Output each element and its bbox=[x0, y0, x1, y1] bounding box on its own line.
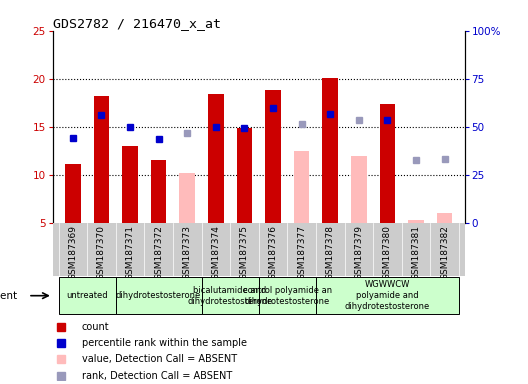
FancyBboxPatch shape bbox=[259, 277, 316, 314]
FancyBboxPatch shape bbox=[116, 277, 202, 314]
Text: GSM187369: GSM187369 bbox=[68, 225, 77, 280]
Text: GSM187371: GSM187371 bbox=[126, 225, 135, 280]
Text: value, Detection Call = ABSENT: value, Detection Call = ABSENT bbox=[82, 354, 237, 364]
Text: GSM187377: GSM187377 bbox=[297, 225, 306, 280]
Bar bbox=[65, 164, 81, 223]
Text: percentile rank within the sample: percentile rank within the sample bbox=[82, 338, 247, 348]
Text: GSM187380: GSM187380 bbox=[383, 225, 392, 280]
Text: GSM187381: GSM187381 bbox=[411, 225, 420, 280]
Bar bbox=[93, 96, 109, 223]
Text: GSM187382: GSM187382 bbox=[440, 225, 449, 280]
Bar bbox=[294, 151, 309, 223]
Text: GSM187376: GSM187376 bbox=[269, 225, 278, 280]
FancyBboxPatch shape bbox=[59, 277, 116, 314]
Text: GSM187370: GSM187370 bbox=[97, 225, 106, 280]
Bar bbox=[151, 161, 166, 223]
Text: GDS2782 / 216470_x_at: GDS2782 / 216470_x_at bbox=[53, 17, 221, 30]
Text: untreated: untreated bbox=[67, 291, 108, 300]
Text: GSM187372: GSM187372 bbox=[154, 225, 163, 280]
Text: bicalutamide and
dihydrotestosterone: bicalutamide and dihydrotestosterone bbox=[187, 286, 273, 306]
Text: GSM187378: GSM187378 bbox=[326, 225, 335, 280]
Bar bbox=[380, 104, 395, 223]
FancyBboxPatch shape bbox=[316, 277, 459, 314]
Text: agent: agent bbox=[0, 291, 18, 301]
Text: WGWWCW
polyamide and
dihydrotestosterone: WGWWCW polyamide and dihydrotestosterone bbox=[345, 280, 430, 311]
Bar bbox=[237, 127, 252, 223]
Text: count: count bbox=[82, 322, 109, 332]
Bar bbox=[122, 146, 138, 223]
Text: GSM187373: GSM187373 bbox=[183, 225, 192, 280]
Bar bbox=[208, 94, 224, 223]
Bar bbox=[323, 78, 338, 223]
Bar bbox=[408, 220, 424, 223]
Bar bbox=[265, 90, 281, 223]
Bar bbox=[180, 173, 195, 223]
Text: GSM187379: GSM187379 bbox=[354, 225, 363, 280]
Text: control polyamide an
dihydrotestosterone: control polyamide an dihydrotestosterone bbox=[243, 286, 332, 306]
Text: GSM187374: GSM187374 bbox=[211, 225, 220, 280]
FancyBboxPatch shape bbox=[202, 277, 259, 314]
Text: dihydrotestosterone: dihydrotestosterone bbox=[116, 291, 201, 300]
Bar bbox=[437, 213, 452, 223]
Text: GSM187375: GSM187375 bbox=[240, 225, 249, 280]
Text: rank, Detection Call = ABSENT: rank, Detection Call = ABSENT bbox=[82, 371, 232, 381]
Bar bbox=[351, 156, 366, 223]
